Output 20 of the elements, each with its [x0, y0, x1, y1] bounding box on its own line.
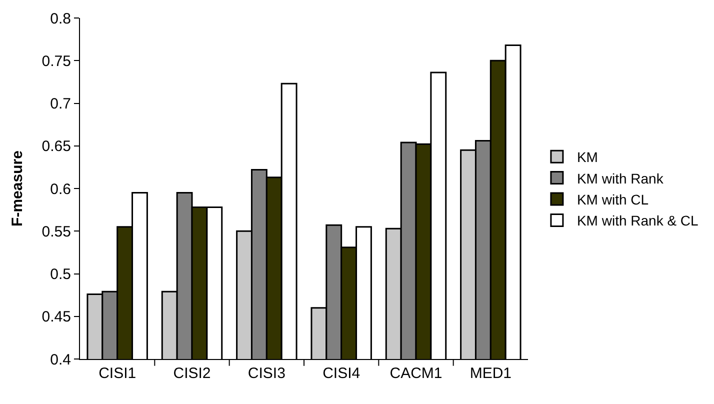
x-tick-label: CISI4	[322, 365, 360, 382]
x-tick-label: CISI1	[98, 365, 136, 382]
y-tick-label: 0.8	[50, 10, 71, 28]
x-tick-label: CISI2	[173, 365, 211, 382]
x-tick-label: CACM1	[390, 365, 442, 382]
legend-label: KM with Rank	[576, 170, 664, 186]
legend-label: KM	[576, 149, 598, 166]
y-tick-label: 0.4	[50, 351, 71, 368]
y-axis-title: F-measure	[9, 150, 26, 226]
y-tick-label: 0.55	[42, 223, 71, 240]
legend-label: KM with Rank & CL	[576, 212, 699, 229]
legend-label: KM with CL	[576, 191, 649, 208]
x-tick-label: MED1	[470, 365, 512, 382]
x-tick-label: CISI3	[248, 365, 286, 382]
y-tick-label: 0.75	[42, 52, 71, 70]
y-tick-label: 0.65	[42, 138, 71, 156]
y-tick-label: 0.6	[50, 180, 71, 198]
y-tick-label: 0.7	[50, 96, 71, 112]
y-tick-label: 0.5	[50, 266, 71, 283]
y-tick-label: 0.45	[42, 308, 71, 326]
